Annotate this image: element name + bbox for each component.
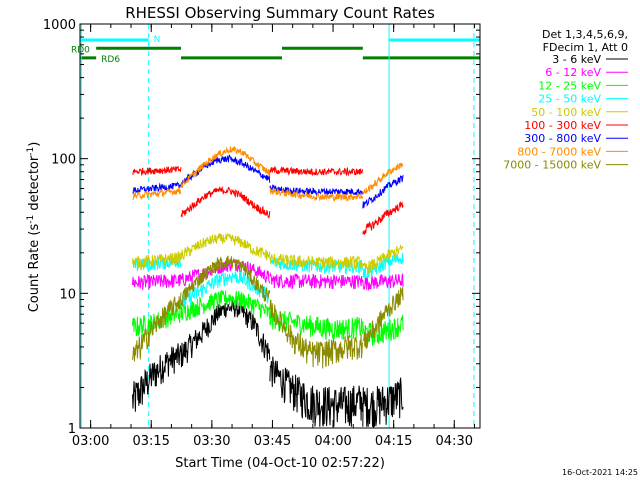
series-line-segment (180, 145, 271, 189)
x-tick-label: 04:15 (375, 434, 412, 449)
series-line-segment (269, 299, 363, 369)
plot-area (80, 24, 480, 428)
series-6-12-kev (132, 259, 404, 291)
y-tick-label: 10 (59, 287, 76, 302)
series-50-100-kev (132, 232, 404, 275)
legend-label: 100 - 300 keV (524, 119, 601, 132)
series-line-segment (269, 257, 363, 276)
x-axis-label: Start Time (04-Oct-10 02:57:22) (175, 456, 385, 471)
series-line-segment (132, 165, 182, 177)
legend-label: 12 - 25 keV (538, 79, 601, 92)
series-line-segment (362, 244, 404, 275)
series-line-segment (362, 162, 404, 195)
series-800-7000-kev (132, 145, 404, 203)
series-line-segment (132, 187, 182, 200)
series-line-segment (180, 232, 271, 261)
series-line-segment (180, 255, 271, 307)
series-7000-15000-kev (132, 255, 404, 369)
legend: Det 1,3,4,5,6,9,FDecim 1, Att 03 - 6 keV… (503, 28, 628, 172)
series-line-segment (269, 184, 363, 196)
x-tick-label: 04:30 (436, 434, 473, 449)
series-line-segment (180, 297, 271, 368)
series-line-segment (362, 314, 404, 346)
x-tick-label: 03:45 (254, 434, 291, 449)
series-line-segment (180, 289, 271, 322)
plot-frame (79, 23, 481, 429)
legend-label: 800 - 7000 keV (517, 145, 601, 158)
axes: 03:00 03:15 03:30 03:45 04:00 04:15 04:30 1 10 10… (43, 18, 481, 449)
series-line-segment (180, 185, 271, 219)
x-tick-label: 03:15 (132, 434, 169, 449)
y-tick-label: 1000 (43, 18, 76, 33)
legend-header: FDecim 1, Att 0 (543, 41, 628, 54)
y-tick-label: 1 (68, 422, 76, 437)
legend-label: 7000 - 15000 keV (503, 159, 601, 172)
legend-label: 50 - 100 keV (531, 106, 601, 119)
y-axis-label: Count Rate (s-1 detector-1) (26, 142, 42, 313)
series-100-300-kev (132, 165, 404, 235)
series-line-segment (362, 377, 404, 427)
series-line-segment (132, 343, 182, 412)
legend-label: 300 - 800 keV (524, 132, 601, 145)
legend-label: 25 - 50 keV (538, 93, 601, 106)
series-line-segment (269, 356, 363, 427)
series-line-segment (362, 272, 404, 291)
series-line-segment (362, 201, 404, 235)
flag-label-n: N (154, 35, 161, 45)
series-line-segment (132, 251, 182, 270)
x-tick-label: 03:30 (193, 434, 230, 449)
series-line-segment (269, 165, 363, 177)
series-line-segment (132, 292, 182, 362)
series-line-segment (180, 154, 271, 187)
series-line-segment (269, 187, 363, 203)
series-line-segment (269, 253, 363, 270)
legend-label: 6 - 12 keV (545, 66, 601, 79)
flag-label-rd0: RD0 (71, 45, 90, 55)
footer-timestamp: 16-Oct-2021 14:25 (562, 468, 638, 477)
series-line-segment (269, 271, 363, 290)
series-3-6-kev (132, 297, 404, 427)
x-tick-label: 03:00 (72, 434, 109, 449)
series-line-segment (180, 259, 271, 287)
y-tick-label: 100 (51, 153, 76, 168)
series-line-segment (132, 274, 182, 291)
legend-label: 3 - 6 keV (552, 53, 601, 66)
flag-label-rd6: RD6 (101, 55, 120, 65)
series-line-segment (362, 175, 404, 209)
legend-header: Det 1,3,4,5,6,9, (542, 28, 628, 41)
chart-title: RHESSI Observing Summary Count Rates (125, 4, 435, 22)
series-line-segment (269, 309, 363, 341)
series-300-800-kev (132, 154, 404, 209)
series-line-segment (132, 181, 182, 194)
series-line-segment (362, 286, 404, 349)
x-tick-label: 04:00 (314, 434, 351, 449)
